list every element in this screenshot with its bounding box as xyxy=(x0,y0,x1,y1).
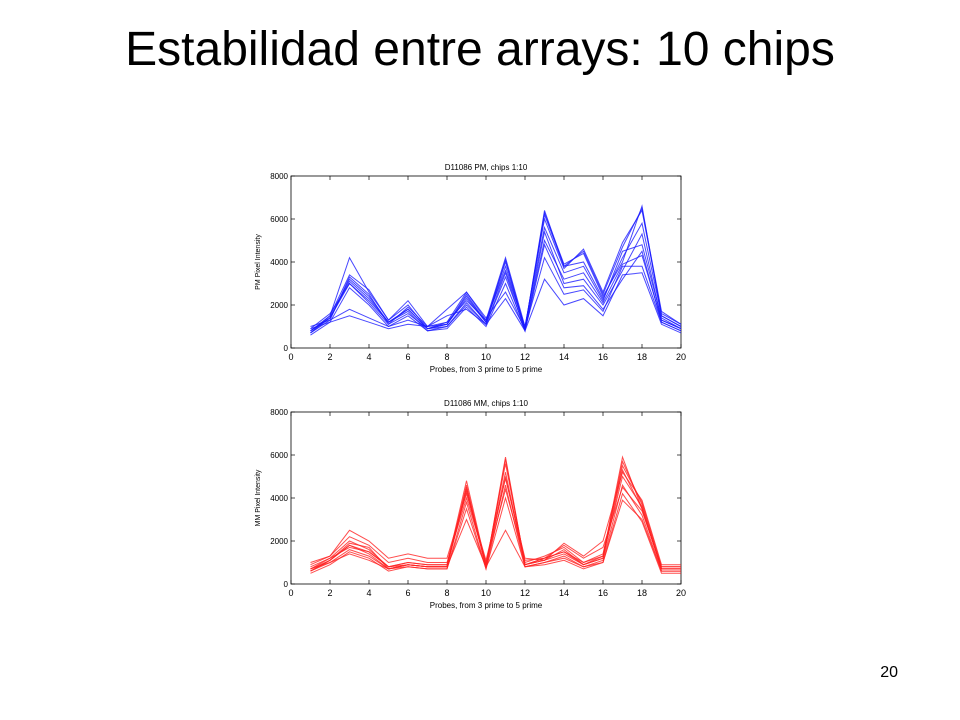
x-tick-label: 16 xyxy=(598,588,608,598)
x-tick-label: 16 xyxy=(598,352,608,362)
y-tick-label: 2000 xyxy=(270,301,288,310)
y-axis-label: PM Pixel Intensity xyxy=(255,234,262,290)
y-tick-label: 6000 xyxy=(270,451,288,460)
x-tick-label: 2 xyxy=(327,588,332,598)
x-tick-label: 6 xyxy=(405,352,410,362)
x-tick-label: 12 xyxy=(520,352,530,362)
x-axis-label: Probes, from 3 prime to 5 prime xyxy=(430,365,543,374)
x-tick-label: 8 xyxy=(444,352,449,362)
series-line xyxy=(310,492,681,574)
chart-title: D11086 MM, chips 1:10 xyxy=(444,399,528,408)
x-tick-label: 14 xyxy=(559,588,569,598)
series-line xyxy=(310,499,681,572)
x-tick-label: 0 xyxy=(288,588,293,598)
pm-intensity-chart: D11086 PM, chips 1:10 0 2 4 6 8 10 12 14 16 18 20 0 2… xyxy=(255,163,686,374)
x-tick-label: 8 xyxy=(444,588,449,598)
y-tick-label: 8000 xyxy=(270,172,288,181)
x-tick-label: 0 xyxy=(288,352,293,362)
series-line xyxy=(310,272,682,334)
x-tick-label: 20 xyxy=(676,352,686,362)
x-tick-label: 18 xyxy=(637,588,647,598)
y-tick-label: 4000 xyxy=(270,494,288,503)
series-line xyxy=(310,239,682,332)
series-line xyxy=(310,468,681,570)
x-tick-label: 10 xyxy=(481,588,491,598)
x-tick-label: 18 xyxy=(637,352,647,362)
x-tick-label: 10 xyxy=(481,352,491,362)
series-line xyxy=(310,459,681,572)
y-tick-label: 0 xyxy=(284,580,289,589)
x-tick-label: 4 xyxy=(366,352,371,362)
series-line xyxy=(310,225,682,332)
y-axis-label: MM Pixel Intensity xyxy=(255,469,262,526)
series-line xyxy=(310,486,681,568)
x-tick-label: 6 xyxy=(405,588,410,598)
y-tick-label: 2000 xyxy=(270,537,288,546)
y-tick-label: 0 xyxy=(284,344,289,353)
y-tick-label: 4000 xyxy=(270,258,288,267)
slide-number: 20 xyxy=(880,664,898,681)
y-tick-label: 6000 xyxy=(270,215,288,224)
x-tick-label: 4 xyxy=(366,588,371,598)
series-line xyxy=(310,209,682,332)
series-line xyxy=(310,206,682,334)
x-tick-label: 14 xyxy=(559,352,569,362)
chart-title: D11086 PM, chips 1:10 xyxy=(445,163,528,172)
x-axis-label: Probes, from 3 prime to 5 prime xyxy=(430,601,543,610)
slide-title: Estabilidad entre arrays: 10 chips xyxy=(125,23,835,76)
series-line xyxy=(310,230,682,333)
x-tick-label: 12 xyxy=(520,588,530,598)
series-line xyxy=(310,256,682,332)
mm-intensity-chart: D11086 MM, chips 1:10 0 2 4 6 8 10 12 14 16 18 20 0 2… xyxy=(255,399,686,610)
x-tick-label: 20 xyxy=(676,588,686,598)
x-tick-label: 2 xyxy=(327,352,332,362)
y-tick-label: 8000 xyxy=(270,408,288,417)
